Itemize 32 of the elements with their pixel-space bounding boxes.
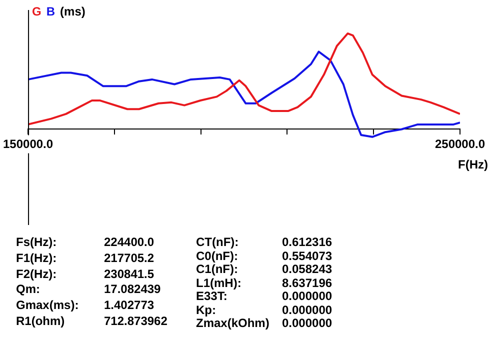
text: C1(nF): — [196, 262, 239, 276]
text: F2(Hz): — [16, 266, 58, 282]
text: 0.000000 — [282, 302, 334, 317]
y-axis-title: (ms) — [60, 4, 86, 18]
text: F1(Hz): — [16, 250, 58, 267]
text: 17.082439 — [104, 282, 162, 298]
text: 0.000000 — [282, 316, 334, 330]
text: 0.000000 — [282, 289, 334, 304]
text: 224400.0 — [104, 235, 156, 251]
text: 1.402773 — [104, 298, 156, 314]
text: 0.058243 — [282, 262, 334, 276]
text: R1(ohm) — [16, 314, 66, 330]
text: G — [32, 4, 42, 18]
text: Zmax(kOhm) — [196, 316, 270, 330]
x-tick-label: 150000.0 — [2, 136, 54, 151]
text: Fs(Hz): — [16, 235, 58, 251]
text: Gmax(ms): — [16, 298, 80, 314]
text: B — [46, 4, 56, 18]
text: C0(nF): — [196, 248, 239, 263]
text: E33T: — [196, 289, 228, 304]
text: L1(mH): — [196, 276, 242, 290]
text: 712.873962 — [104, 314, 168, 330]
text: Qm: — [16, 282, 41, 298]
text: CT(nF): — [196, 235, 240, 250]
text: 0.612316 — [282, 235, 334, 250]
x-axis-title: F(Hz) — [458, 158, 488, 172]
x-tick-label: 250000.0 — [434, 136, 486, 151]
text: 230841.5 — [104, 266, 156, 282]
text: 217705.2 — [104, 250, 156, 267]
text: 0.554073 — [282, 248, 334, 263]
text: 8.637196 — [282, 276, 334, 290]
text: Kp: — [196, 302, 217, 317]
